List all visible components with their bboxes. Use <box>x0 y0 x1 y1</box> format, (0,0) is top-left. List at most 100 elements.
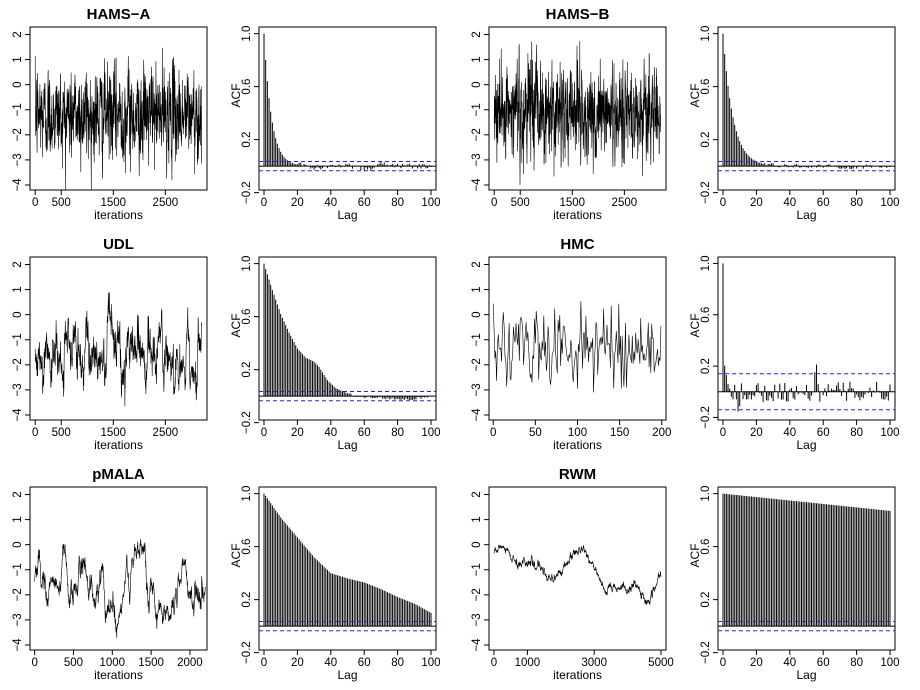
plot-frame <box>29 486 208 651</box>
y-tick-label: 1.0 <box>700 486 712 502</box>
x-axis-label: iterations <box>553 438 602 452</box>
x-tick-label: 0 <box>720 427 726 439</box>
y-tick-label: 0.2 <box>700 592 712 608</box>
y-tick-label: −3 <box>471 613 483 626</box>
y-tick-label: 2 <box>12 491 24 497</box>
plot-frame <box>488 26 667 191</box>
x-tick-label: 500 <box>52 197 71 209</box>
y-tick-label: −0.2 <box>700 641 712 664</box>
y-tick-label: 2 <box>471 261 483 267</box>
panel-title: HMC <box>560 236 594 253</box>
y-tick-label: −4 <box>471 408 483 422</box>
plot-area <box>718 263 895 412</box>
plot-frame <box>258 256 437 421</box>
y-tick-label: 0.6 <box>241 79 253 95</box>
x-tick-label: 1500 <box>100 427 126 439</box>
trace-line <box>493 41 661 185</box>
y-tick-label: 0 <box>12 311 24 317</box>
y-tick-label: −4 <box>12 178 24 192</box>
y-tick-label: 1 <box>12 56 24 62</box>
y-tick-label: 1 <box>12 286 24 292</box>
x-axis-label: Lag <box>796 668 816 682</box>
x-tick-label: 0 <box>32 427 38 439</box>
trace-line <box>493 544 662 605</box>
plot-area <box>259 33 436 172</box>
x-tick-label: 500 <box>64 657 83 669</box>
x-tick-label: 2500 <box>153 197 179 209</box>
panel-3: HAMS−B 0 500 1500 2500 −4 −3 −2 −1 0 1 2 iterations <box>471 6 667 222</box>
trace-line <box>34 539 206 638</box>
trace-line <box>492 301 662 393</box>
y-tick-label: −0.2 <box>700 181 712 204</box>
x-tick-label: 60 <box>817 427 830 439</box>
y-tick-label: 0 <box>471 311 483 317</box>
x-tick-label: 80 <box>850 657 863 669</box>
x-tick-label: 60 <box>358 427 371 439</box>
plot-frame <box>717 256 896 421</box>
y-axis-label: ACF <box>229 543 243 567</box>
y-tick-label: 0.6 <box>241 539 253 555</box>
y-tick-label: −0.2 <box>241 181 253 204</box>
plot-area <box>34 292 202 407</box>
x-axis-label: Lag <box>337 438 357 452</box>
panel-9: pMALA 0 500 1000 1500 2000 −4 −3 −2 −1 0 1 2 iteratio… <box>12 466 208 682</box>
x-tick-label: 20 <box>750 427 763 439</box>
y-tick-label: 0.2 <box>241 592 253 608</box>
y-tick-label: 1.0 <box>241 486 253 502</box>
panel-title: UDL <box>103 236 134 253</box>
x-tick-label: 200 <box>652 427 671 439</box>
plot-area <box>259 263 436 402</box>
plot-frame <box>717 486 896 651</box>
y-tick-label: −1 <box>471 333 483 346</box>
y-tick-label: 0 <box>12 541 24 547</box>
x-axis-label: iterations <box>553 668 602 682</box>
y-tick-label: 0 <box>471 541 483 547</box>
x-tick-label: 100 <box>421 197 440 209</box>
trace-line <box>34 47 202 190</box>
x-tick-label: 2000 <box>177 657 203 669</box>
y-tick-label: 1.0 <box>241 256 253 272</box>
x-tick-label: 80 <box>850 197 863 209</box>
panel-4: 0 20 40 60 80 100 −0.2 0.2 0.6 1.0 Lag ACF <box>688 26 900 222</box>
y-tick-label: −4 <box>12 408 24 422</box>
plot-frame <box>258 486 437 651</box>
x-tick-label: 40 <box>324 657 337 669</box>
plot-frame <box>258 26 437 191</box>
plot-frame <box>29 256 208 421</box>
x-tick-label: 20 <box>291 657 304 669</box>
x-tick-label: 500 <box>511 197 530 209</box>
x-tick-label: 100 <box>568 427 587 439</box>
x-tick-label: 1000 <box>515 657 541 669</box>
x-tick-label: 1500 <box>138 657 164 669</box>
x-tick-label: 50 <box>529 427 542 439</box>
x-tick-label: 60 <box>817 197 830 209</box>
panel-title: RWM <box>559 466 596 483</box>
y-tick-label: −3 <box>12 153 24 166</box>
y-tick-label: −1 <box>471 103 483 116</box>
panel-1: HAMS−A 0 500 1500 2500 −4 −3 −2 −1 0 1 2 iterations <box>12 6 208 222</box>
panel-title: pMALA <box>92 466 145 483</box>
y-tick-label: −1 <box>471 563 483 576</box>
x-tick-label: 3000 <box>581 657 607 669</box>
panel-title: HAMS−B <box>546 6 610 23</box>
panel-title: HAMS−A <box>87 6 151 23</box>
trace-line <box>34 292 202 407</box>
y-tick-label: 0 <box>471 81 483 87</box>
y-axis-label: ACF <box>229 83 243 107</box>
x-tick-label: 2500 <box>612 197 638 209</box>
x-tick-label: 0 <box>720 197 726 209</box>
x-tick-label: 20 <box>291 197 304 209</box>
x-tick-label: 80 <box>391 197 404 209</box>
y-tick-label: 1 <box>471 516 483 522</box>
x-axis-label: iterations <box>553 208 602 222</box>
x-axis-label: Lag <box>337 668 357 682</box>
y-tick-label: 0.2 <box>241 132 253 148</box>
y-tick-label: −2 <box>12 358 24 371</box>
x-tick-label: 100 <box>880 657 899 669</box>
x-tick-label: 150 <box>610 427 629 439</box>
x-tick-label: 0 <box>32 197 38 209</box>
y-tick-label: −0.2 <box>700 406 712 429</box>
x-tick-label: 100 <box>880 427 899 439</box>
y-tick-label: 0.6 <box>700 79 712 95</box>
x-axis-label: iterations <box>94 438 143 452</box>
